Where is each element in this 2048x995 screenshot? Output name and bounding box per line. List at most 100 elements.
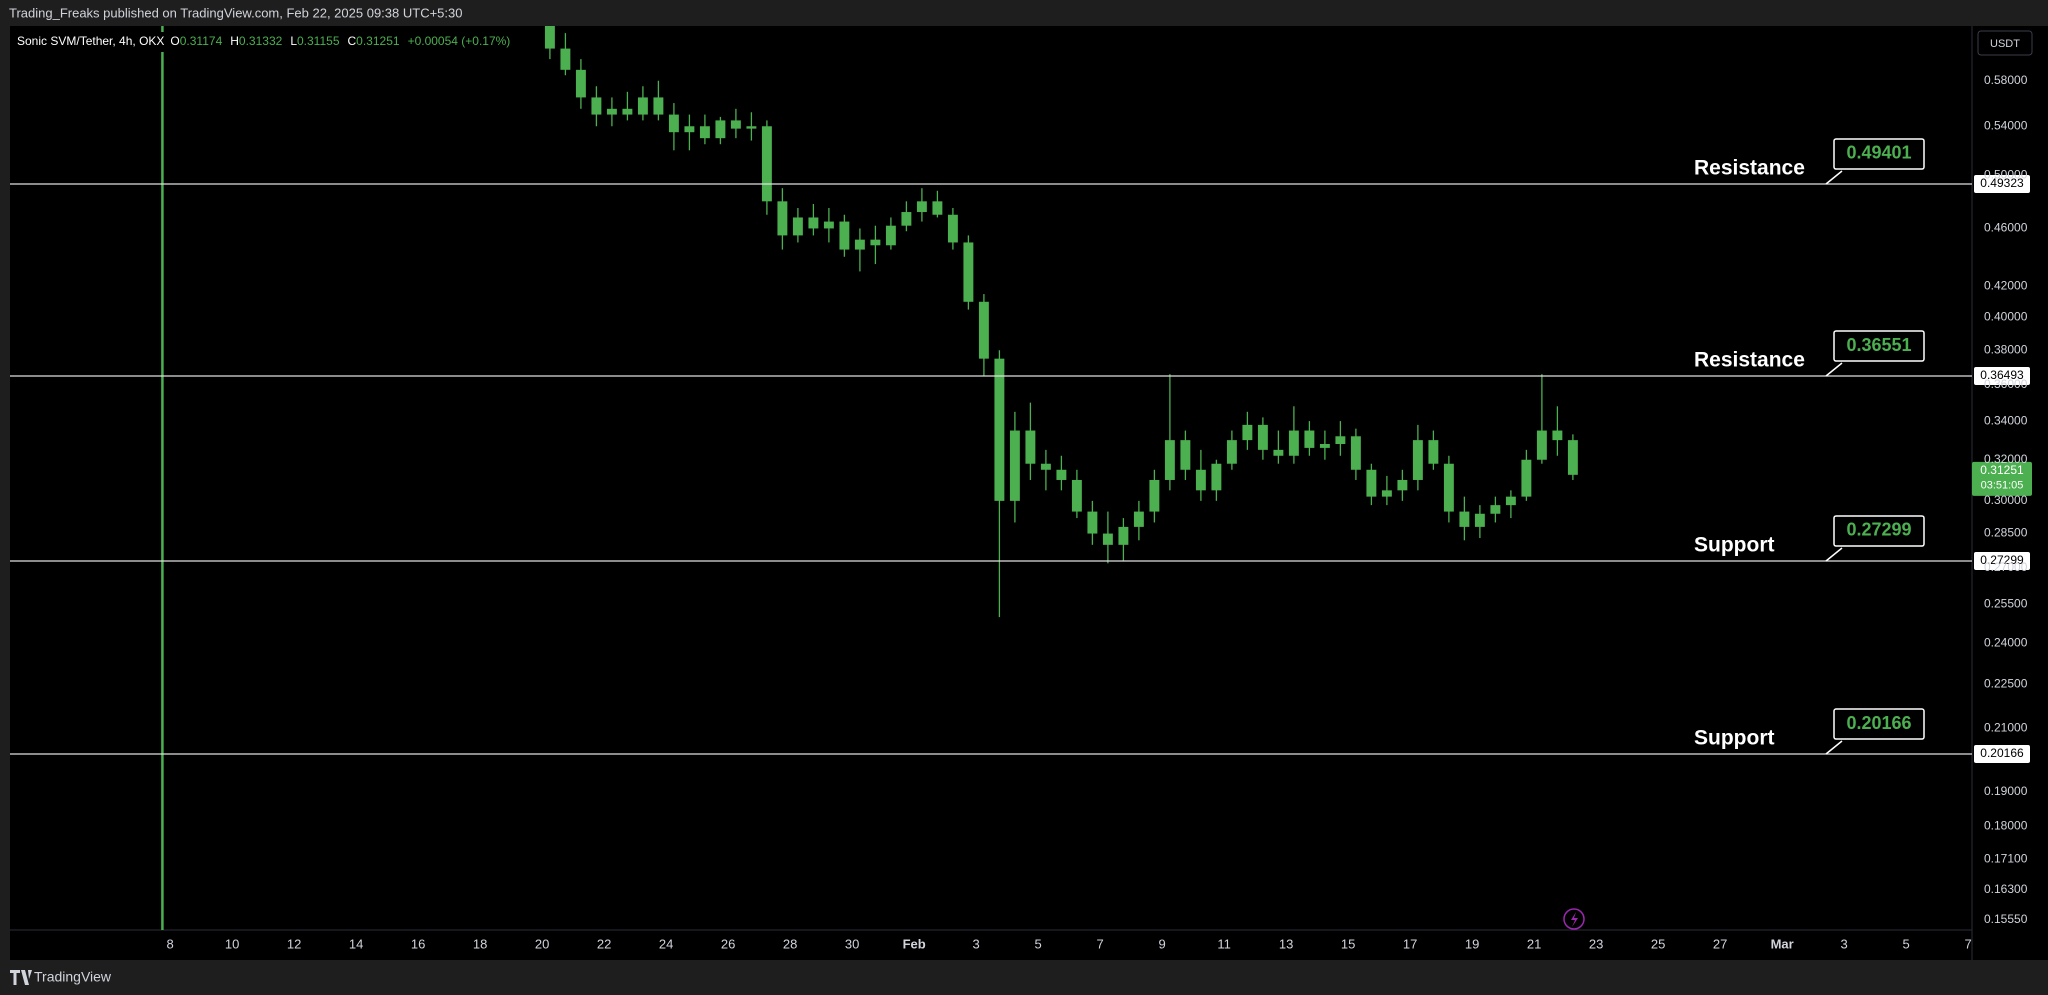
- y-tick-label: 0.34000: [1984, 413, 2028, 427]
- ohlc-value: 0.31174: [180, 34, 223, 48]
- candle-body: [1304, 430, 1315, 448]
- level-box: [1833, 330, 1925, 362]
- symbol-legend[interactable]: Sonic SVM/Tether, 4h, OKX O0.31174 H0.3133…: [17, 34, 510, 48]
- candle-body: [544, 26, 555, 49]
- level-box-price: 0.49401: [1846, 143, 1911, 163]
- y-tick-label: 0.30000: [1984, 493, 2028, 507]
- candle-body: [1366, 469, 1377, 497]
- candle-body: [1273, 449, 1284, 456]
- candle-body: [1552, 430, 1563, 441]
- x-tick-label: Feb: [903, 936, 926, 951]
- level-label: Support: [1694, 727, 1774, 750]
- candle-body: [1521, 459, 1532, 497]
- ohlc-value: 0.31251: [356, 34, 400, 48]
- candle-body: [1025, 430, 1036, 464]
- x-tick-label: 20: [535, 936, 549, 951]
- level-box: [1833, 515, 1925, 547]
- candle-body: [1133, 511, 1144, 527]
- x-tick-label: 3: [973, 936, 980, 951]
- y-tick-label: 0.46000: [1984, 221, 2028, 235]
- level-label: Resistance: [1694, 157, 1805, 180]
- currency-button[interactable]: [1977, 30, 2033, 56]
- level-box: [1833, 708, 1925, 740]
- candle-body: [1118, 526, 1129, 545]
- y-tick-label: 0.54000: [1984, 118, 2028, 132]
- candle-body: [777, 201, 788, 236]
- y-tick-label: 0.15550: [1984, 912, 2028, 926]
- candle-body: [1459, 511, 1470, 527]
- x-tick-label: 30: [845, 936, 859, 951]
- left-edge: [0, 26, 10, 960]
- candle-body: [1040, 463, 1051, 470]
- candle-body: [901, 212, 912, 226]
- x-tick-label: 26: [721, 936, 735, 951]
- candle-body: [1071, 479, 1082, 512]
- x-tick-label: 17: [1403, 936, 1417, 951]
- ohlc-key: L: [290, 34, 297, 48]
- candle-body: [1211, 463, 1222, 491]
- candle-body: [715, 120, 726, 139]
- y-tick-label: 0.27000: [1984, 560, 2028, 574]
- level-connector: [1825, 362, 1843, 377]
- y-tick-label: 0.28500: [1984, 526, 2028, 540]
- candle-body: [1443, 463, 1454, 512]
- y-tick-label: 0.19000: [1984, 784, 2028, 798]
- x-tick-label: 15: [1341, 936, 1355, 951]
- candle-body: [1242, 424, 1253, 441]
- tradingview-logo: [10, 970, 32, 985]
- axis-price-tag-label: 0.49323: [1980, 176, 2024, 190]
- x-tick-label: 11: [1217, 936, 1231, 951]
- plot-area: [161, 26, 1578, 930]
- x-tick-label: 22: [597, 936, 611, 951]
- top-bar: [0, 0, 2048, 26]
- x-tick-label: 12: [287, 936, 301, 951]
- candle-body: [1257, 424, 1268, 450]
- candle-body: [1381, 490, 1392, 497]
- candle-body: [870, 239, 881, 246]
- x-tick-label: Mar: [1771, 936, 1794, 951]
- x-tick-label: 28: [783, 936, 797, 951]
- candle-body: [839, 221, 850, 250]
- y-tick-label: 0.25500: [1984, 597, 2028, 611]
- y-tick-label: 0.40000: [1984, 310, 2028, 324]
- axis-price-tag-label: 0.20166: [1980, 746, 2024, 760]
- candle-body: [854, 239, 865, 250]
- candle-body: [1056, 469, 1067, 480]
- candle-body: [808, 217, 819, 229]
- candle-body: [1288, 430, 1299, 456]
- x-tick-label: 5: [1035, 936, 1042, 951]
- candle-body: [637, 97, 648, 115]
- candle-body: [1164, 440, 1175, 480]
- y-tick-label: 0.36000: [1984, 377, 2028, 391]
- candle-body: [1397, 479, 1408, 491]
- ohlc-key: C: [348, 34, 357, 48]
- candle-body: [746, 126, 757, 129]
- y-tick-label: 0.32000: [1984, 452, 2028, 466]
- ohlc-value: 0.31332: [239, 34, 283, 48]
- candle-body: [1149, 479, 1160, 512]
- candle-body: [653, 97, 664, 115]
- y-tick-label: 0.17100: [1984, 851, 2028, 865]
- x-tick-label: 16: [411, 936, 425, 951]
- candle-body: [1490, 505, 1501, 514]
- candle-body: [560, 48, 571, 70]
- y-tick-label: 0.42000: [1984, 279, 2028, 293]
- level-box-price: 0.20166: [1846, 713, 1911, 733]
- candle-body: [1567, 440, 1578, 475]
- candle-body: [1087, 511, 1098, 534]
- events-icon[interactable]: [1563, 908, 1585, 930]
- candle-body: [1102, 533, 1113, 545]
- candle-body: [1536, 430, 1547, 460]
- candle-body: [994, 358, 1005, 501]
- level-connector: [1825, 547, 1843, 562]
- axis-price-tag: [1974, 745, 2030, 764]
- axis-price-tag-label: 0.27299: [1980, 553, 2024, 567]
- x-tick-label: 25: [1651, 936, 1665, 951]
- x-tick-label: 8: [167, 936, 174, 951]
- candle-body: [916, 201, 927, 213]
- currency-label[interactable]: USDT: [1990, 38, 2020, 50]
- x-tick-label: 21: [1527, 936, 1541, 951]
- y-tick-label: 0.16300: [1984, 882, 2028, 896]
- x-tick-label: 24: [659, 936, 673, 951]
